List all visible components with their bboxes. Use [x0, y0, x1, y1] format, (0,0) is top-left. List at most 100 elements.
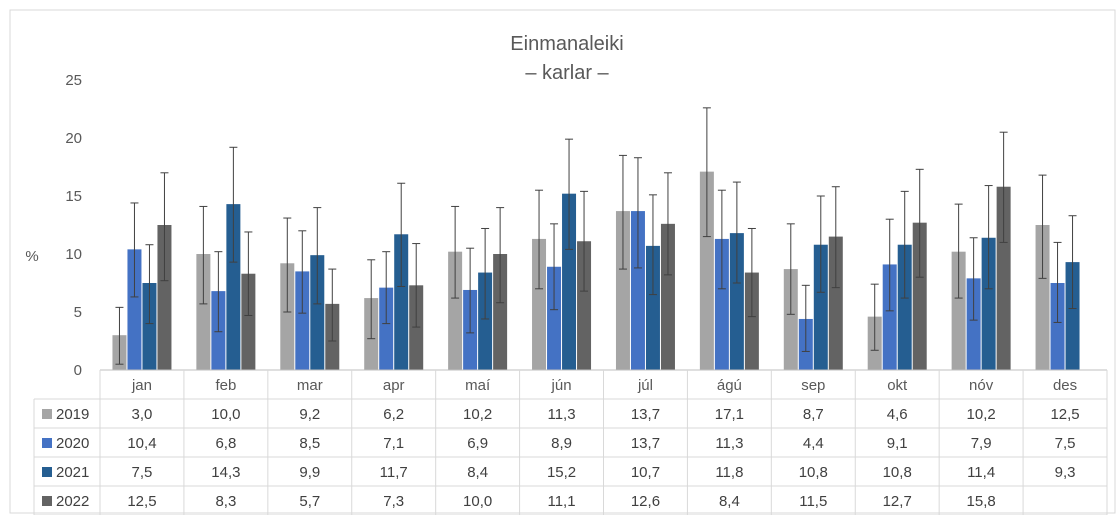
x-tick-label: jan [131, 377, 152, 394]
bar-2021-des [1065, 262, 1080, 370]
bar-2022-sep [828, 236, 843, 370]
table-cell: 11,1 [547, 493, 575, 510]
table-cell: 10,2 [463, 406, 492, 423]
bar-2021-okt [897, 244, 912, 370]
bar-2022-feb [241, 273, 256, 370]
bar-2019-nóv [951, 251, 966, 370]
bar-2021-jún [562, 193, 577, 370]
table-cell: 14,3 [211, 464, 240, 481]
table-cell: 3,0 [132, 406, 153, 423]
table-cell: 10,8 [883, 464, 912, 481]
legend-key-2022 [42, 496, 52, 506]
bar-2020-des [1050, 283, 1065, 370]
bar-2021-mar [310, 255, 325, 370]
table-cell: 7,9 [971, 435, 992, 452]
bar-2019-jún [532, 238, 547, 370]
bar-2021-maí [478, 272, 493, 370]
table-cell: 5,7 [299, 493, 320, 510]
bar-2020-ágú [714, 238, 729, 370]
table-cell: 4,6 [887, 406, 908, 423]
table-cell: 12,6 [631, 493, 660, 510]
x-tick-label: okt [887, 377, 908, 394]
bar-2022-okt [912, 222, 927, 370]
table-cell: 8,3 [215, 493, 236, 510]
x-tick-label: ágú [717, 377, 742, 394]
chart-subtitle: – karlar – [525, 62, 609, 84]
y-tick-label: 20 [65, 130, 82, 147]
x-tick-label: apr [383, 377, 405, 394]
y-tick-label: 25 [65, 72, 82, 89]
bar-2019-ágú [699, 171, 714, 370]
bar-2019-maí [448, 251, 463, 370]
bar-2022-jan [157, 225, 172, 370]
y-ticks: 0 5 10 15 20 25 [65, 72, 82, 379]
bar-2020-jún [547, 266, 562, 370]
table-cell: 6,2 [383, 406, 404, 423]
bar-2020-nóv [966, 278, 981, 370]
table-cell: 9,3 [1055, 464, 1076, 481]
table-cell: 11,3 [715, 435, 743, 452]
table-cell: 15,2 [547, 464, 576, 481]
x-tick-label: feb [215, 377, 236, 394]
table-cell: 10,2 [967, 406, 996, 423]
table-cell: 8,4 [719, 493, 740, 510]
bar-2019-mar [280, 263, 295, 370]
table-cell: 10,4 [127, 435, 156, 452]
legend-label-2019: 2019 [56, 406, 89, 423]
table-cell: 9,1 [887, 435, 908, 452]
table-cell: 10,0 [211, 406, 240, 423]
bars [112, 171, 1080, 370]
bar-2022-apr [409, 285, 424, 370]
legend-label-2020: 2020 [56, 435, 89, 452]
table-cell: 13,7 [631, 406, 660, 423]
table-cell: 12,5 [1050, 406, 1079, 423]
y-axis-label: % [25, 248, 38, 265]
error-bars [115, 107, 1077, 365]
legend-label-2022: 2022 [56, 493, 89, 510]
table-cell: 15,8 [967, 493, 996, 510]
table-cell: 10,7 [631, 464, 660, 481]
y-tick-label: 5 [74, 304, 82, 321]
y-tick-label: 10 [65, 246, 82, 263]
bar-2021-jan [142, 283, 157, 370]
legend-key-2019 [42, 409, 52, 419]
bar-2021-apr [394, 234, 409, 370]
table-cell: 17,1 [715, 406, 744, 423]
table-cell: 10,8 [799, 464, 828, 481]
bar-2022-jún [577, 241, 592, 370]
table-cell: 7,5 [132, 464, 153, 481]
bar-2022-nóv [996, 186, 1011, 370]
data-table: jan feb mar apr maí jún júl ágú sep okt nóv des 2019… [33, 369, 1108, 516]
table-cell: 11,5 [799, 493, 827, 510]
table-cell: 9,2 [299, 406, 320, 423]
bar-2021-nóv [981, 237, 996, 370]
table-cell: 7,3 [383, 493, 404, 510]
table-cell: 12,7 [883, 493, 912, 510]
bar-2022-júl [660, 223, 675, 370]
table-cell: 6,8 [215, 435, 236, 452]
x-tick-label: sep [801, 377, 825, 394]
table-cell: 11,4 [967, 464, 995, 481]
x-tick-label: mar [297, 377, 323, 394]
y-tick-label: 15 [65, 188, 82, 205]
bar-2020-apr [379, 287, 394, 370]
table-cell: 13,7 [631, 435, 660, 452]
bar-2020-júl [630, 211, 645, 370]
table-cell: 12,5 [127, 493, 156, 510]
table-cell: 8,9 [551, 435, 572, 452]
bar-2022-ágú [744, 272, 759, 370]
legend-key-2021 [42, 467, 52, 477]
table-cell: 11,7 [380, 464, 408, 481]
table-cell: 6,9 [467, 435, 488, 452]
table-cell: 10,0 [463, 493, 492, 510]
table-cell: 8,4 [467, 464, 488, 481]
table-cell: 8,7 [803, 406, 824, 423]
bar-2021-ágú [729, 233, 744, 370]
table-cell: 11,8 [715, 464, 743, 481]
bar-2019-sep [783, 269, 798, 370]
legend-key-2020 [42, 438, 52, 448]
bar-2021-feb [226, 204, 241, 370]
x-tick-label: des [1053, 377, 1077, 394]
